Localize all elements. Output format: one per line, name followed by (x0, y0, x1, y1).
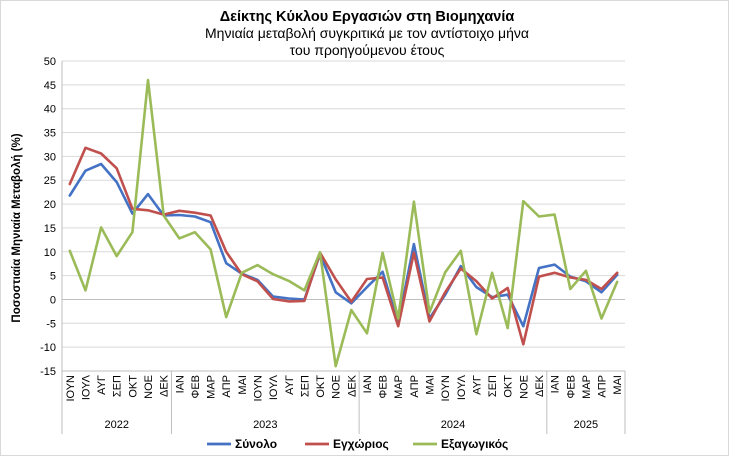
x-tick-label: ΙΟΥΝ (252, 375, 264, 402)
x-tick-label: ΑΠΡ (597, 375, 609, 398)
x-tick-label: ΝΟΕ (143, 375, 155, 399)
year-label: 2025 (574, 419, 598, 431)
gridlines (61, 60, 625, 372)
x-tick-label: ΦΕΒ (378, 375, 390, 398)
series-line-1 (68, 146, 619, 346)
x-tick-label: ΜΑΙ (237, 375, 249, 395)
x-tick-label: ΣΕΠ (112, 375, 124, 397)
x-tick-label: ΜΑΡ (206, 375, 218, 399)
y-tick-label: 30 (44, 151, 56, 163)
y-tick-label: -5 (46, 318, 56, 330)
x-tick-label: ΝΟΕ (518, 375, 530, 399)
y-tick-label: 5 (50, 271, 56, 283)
y-axis-label: Ποσοστιαία Μηνιαία Μεταβολή (%) (11, 133, 23, 322)
x-tick-label: ΣΕΠ (299, 375, 311, 397)
year-label: 2022 (104, 419, 128, 431)
x-tick-label: ΜΑΡ (393, 375, 405, 399)
y-tick-label: 40 (44, 104, 56, 116)
legend-label: Σύνολο (235, 437, 277, 451)
x-tick-label: ΣΕΠ (487, 375, 499, 397)
x-tick-label: ΙΟΥΛ (268, 374, 280, 400)
y-tick-label: 50 (44, 56, 56, 68)
chart-subtitle-line-2: του προηγούμενου έτους (290, 42, 445, 58)
legend-label: Εγχώριος (333, 437, 389, 451)
x-tick-label: ΑΥΓ (284, 375, 296, 395)
series-line-2 (68, 78, 619, 368)
y-tick-label: 0 (50, 294, 56, 306)
y-tick-label: 45 (44, 80, 56, 92)
series-lines (68, 78, 619, 368)
series-line-0 (68, 162, 619, 328)
y-tick-label: -15 (40, 366, 56, 378)
x-axis: ΙΟΥΝ ΙΟΥΛ ΑΥΓ ΣΕΠ ΟΚΤ ΝΟΕ ΔΕΚ ΙΑΝ ΦΕΒ ΜΑΡ ΑΠΡ ΜΑΙ ΙΟ… (61, 370, 626, 434)
x-tick-label: ΦΕΒ (565, 375, 577, 398)
x-tick-label: ΑΥΓ (471, 375, 483, 395)
x-tick-label: ΙΟΥΛ (456, 374, 468, 400)
x-tick-label: ΑΥΓ (96, 375, 108, 395)
chart-title: Δείκτης Κύκλου Εργασιών στη Βιομηχανία (220, 9, 515, 25)
x-tick-label: ΑΠΡ (409, 375, 421, 398)
y-tick-labels: -15 -10 -5 0 5 10 15 20 25 30 35 40 45 50 (40, 56, 56, 378)
x-tick-label: ΔΕΚ (346, 374, 358, 397)
x-tick-label: ΙΟΥΛ (80, 374, 92, 400)
x-tick-label: ΟΚΤ (315, 375, 327, 398)
x-tick-label: ΟΚΤ (127, 375, 139, 398)
legend-label: Εξαγωγικός (441, 437, 508, 451)
y-tick-label: 10 (44, 247, 56, 259)
y-tick-label: 35 (44, 128, 56, 140)
year-label: 2023 (253, 419, 277, 431)
x-tick-label: ΜΑΙ (612, 375, 624, 395)
x-tick-label: ΜΑΙ (425, 375, 437, 395)
x-tick-label: ΝΟΕ (331, 375, 343, 399)
x-tick-label: ΙΑΝ (550, 375, 562, 393)
x-tick-label: ΔΕΚ (159, 374, 171, 397)
x-tick-label: ΔΕΚ (534, 374, 546, 397)
x-tick-label: ΦΕΒ (190, 375, 202, 398)
y-tick-label: 25 (44, 175, 56, 187)
y-tick-label: -10 (40, 342, 56, 354)
y-tick-label: 15 (44, 223, 56, 235)
y-tick-label: 20 (44, 199, 56, 211)
x-tick-label: ΜΑΡ (581, 375, 593, 399)
x-tick-label: ΙΑΝ (174, 375, 186, 393)
x-tick-label: ΟΚΤ (503, 375, 515, 398)
legend: Σύνολο Εγχώριος Εξαγωγικός (207, 437, 508, 451)
x-tick-label: ΙΟΥΝ (440, 375, 452, 402)
year-label: 2024 (441, 419, 465, 431)
x-tick-label: ΙΑΝ (362, 375, 374, 393)
x-tick-label: ΙΟΥΝ (65, 375, 77, 402)
x-tick-label: ΑΠΡ (221, 375, 233, 398)
chart-subtitle-line-1: Μηνιαία μεταβολή συγκριτικά με τον αντίσ… (205, 25, 529, 41)
